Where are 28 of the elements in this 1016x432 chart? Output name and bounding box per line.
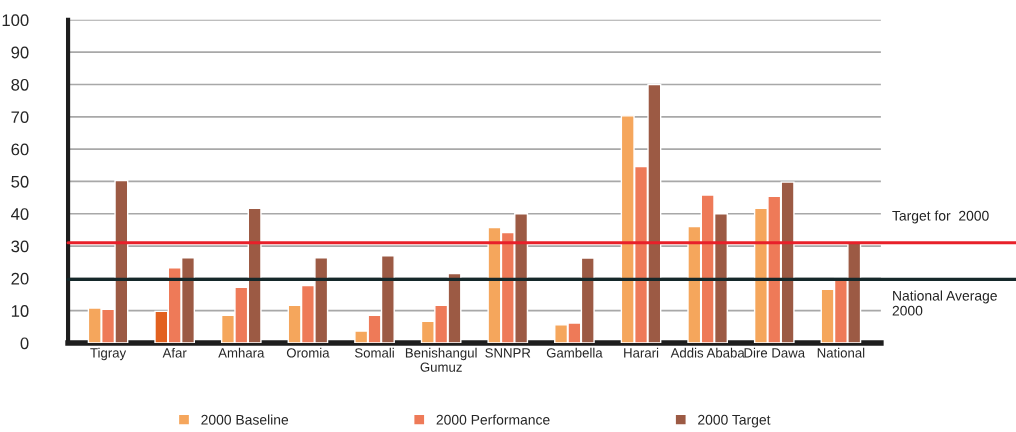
y-tick-label: 20 bbox=[11, 272, 29, 285]
y-tick-label: 40 bbox=[11, 208, 29, 220]
x-tick-label: SNNPR bbox=[485, 348, 531, 358]
x-tick-label: Somali bbox=[354, 347, 394, 358]
legend-label: 2000 Performance bbox=[436, 414, 550, 425]
y-tick-label: 10 bbox=[11, 305, 29, 317]
y-tick-label: 50 bbox=[11, 175, 29, 188]
x-tick-label: Afar bbox=[162, 347, 187, 358]
y-tick-label: 0 bbox=[20, 337, 29, 350]
x-tick-label: Gambella bbox=[546, 347, 603, 358]
y-tick-label: 90 bbox=[11, 46, 29, 59]
x-tick-label: Harari bbox=[624, 347, 659, 358]
x-tick-label: Oromia bbox=[286, 347, 330, 358]
y-tick-label: 30 bbox=[11, 240, 29, 253]
x-tick-label: Benishangul Gumuz bbox=[405, 347, 477, 372]
x-tick-label: Amhara bbox=[218, 347, 265, 358]
legend-label: 2000 Target bbox=[698, 414, 771, 428]
x-tick-label: National bbox=[817, 347, 865, 358]
x-tick-label: Addis Ababa bbox=[670, 347, 745, 358]
legend-label: 2000 Baseline bbox=[201, 414, 289, 425]
y-tick-label: 70 bbox=[11, 111, 29, 124]
x-tick-label: Dire Dawa bbox=[744, 347, 806, 358]
x-tick-label: Tigray bbox=[90, 347, 127, 361]
y-tick-label: 60 bbox=[11, 143, 29, 156]
ref-line-label: National Average 2000 bbox=[892, 290, 997, 316]
ref-line-label: Target for 2000 bbox=[892, 210, 989, 224]
y-tick-label: 80 bbox=[11, 78, 29, 91]
y-tick-label: 100 bbox=[2, 14, 29, 27]
